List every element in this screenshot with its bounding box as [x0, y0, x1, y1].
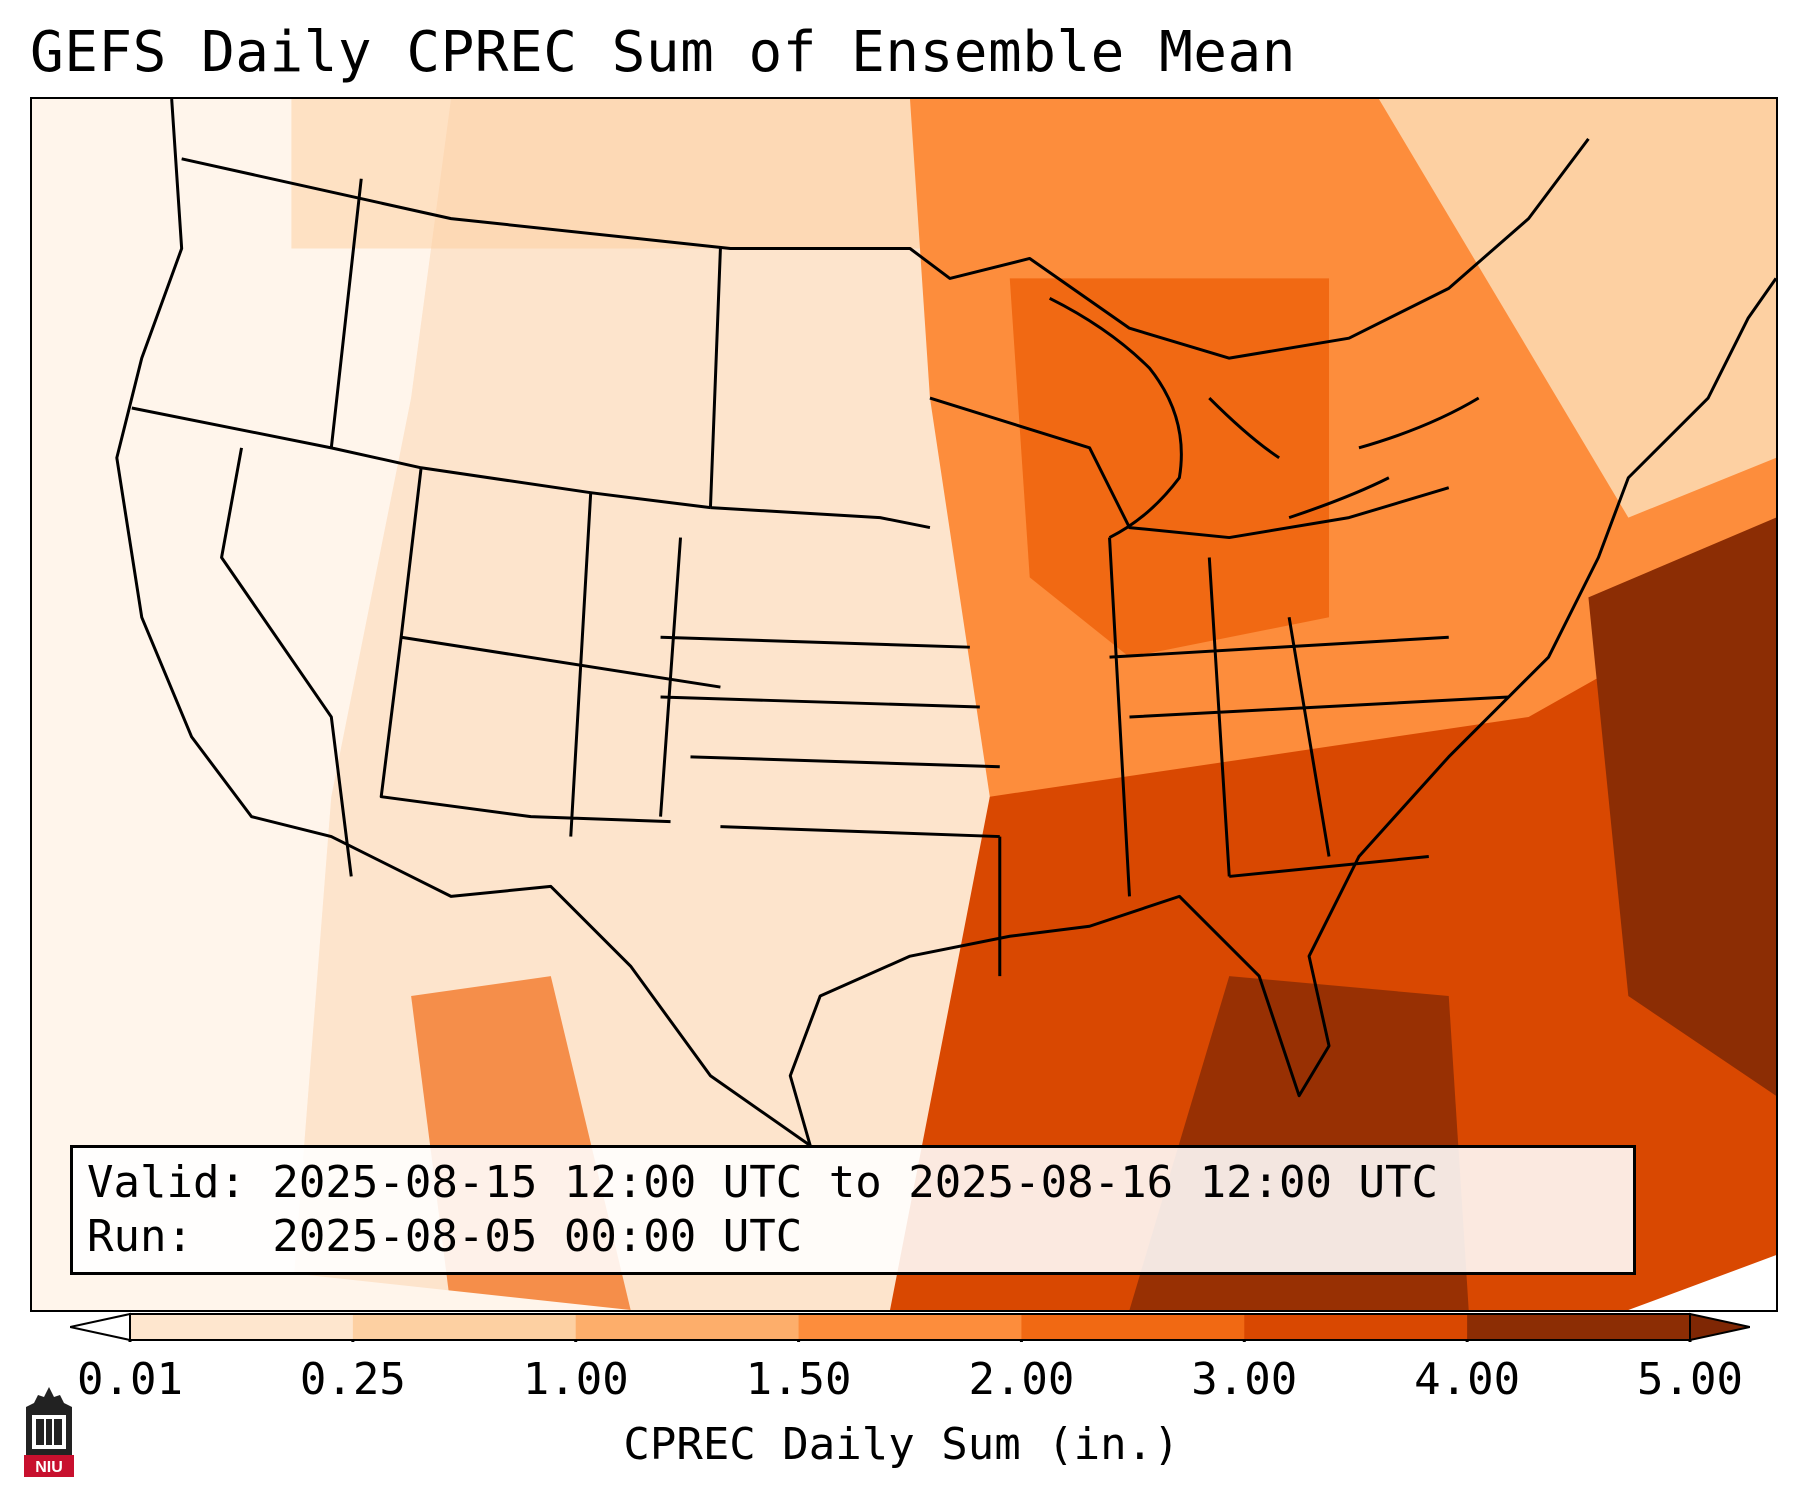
colorbar-segment: [130, 1314, 354, 1340]
colorbar-tick-label: 0.01: [77, 1354, 183, 1405]
valid-time-line: Valid: 2025-08-15 12:00 UTC to 2025-08-1…: [87, 1157, 1439, 1208]
colorbar-under-triangle: [70, 1312, 131, 1342]
great-lakes: [1048, 297, 1480, 539]
colorbar-tick-label: 5.00: [1637, 1354, 1743, 1405]
niu-logo: NIU: [24, 1387, 74, 1477]
logo-banner: [24, 1455, 74, 1477]
colorbar-segment: [798, 1314, 1022, 1340]
run-time-line: Run: 2025-08-05 00:00 UTC: [87, 1211, 803, 1262]
colorbar-tick-label: 0.25: [299, 1354, 406, 1405]
precip-region-northeast: [1378, 99, 1776, 518]
canada-border: [181, 137, 1590, 360]
colorbar-tick-label: 1.00: [522, 1354, 629, 1405]
logo-text: NIU: [35, 1459, 63, 1476]
precip-region-north: [291, 99, 1030, 249]
valid-time-box: Valid: 2025-08-15 12:00 UTC to 2025-08-1…: [70, 1145, 1636, 1275]
colorbar-over-triangle: [1689, 1312, 1750, 1342]
colorbar-segment: [352, 1314, 577, 1340]
country-outline: [115, 99, 1776, 1148]
colorbar-outline: [129, 1313, 1691, 1341]
precipitation-map: [32, 99, 1776, 1310]
colorbar-segment: [1467, 1314, 1691, 1340]
colorbar: [70, 1312, 1750, 1342]
colorbar-tick-label: 1.50: [745, 1354, 852, 1405]
colorbar-label: CPREC Daily Sum (in.): [623, 1419, 1180, 1470]
precip-region-west: [32, 99, 452, 1310]
precip-region-southeast: [890, 577, 1776, 1310]
precip-shading: [32, 99, 1776, 1310]
precip-region-atlantic: [1588, 517, 1776, 1096]
map-title: GEFS Daily CPREC Sum of Ensemble Mean: [30, 20, 1296, 85]
central-states: [659, 248, 1002, 977]
state-boundaries: [115, 99, 1776, 1148]
colorbar-tick-label: 3.00: [1191, 1354, 1298, 1405]
eastern-states: [929, 396, 1509, 897]
precip-region-greatlakes: [1009, 278, 1330, 658]
colorbar-segment: [575, 1314, 800, 1340]
colorbar-segment: [1021, 1314, 1245, 1340]
map-panel: Valid: 2025-08-15 12:00 UTC to 2025-08-1…: [30, 97, 1778, 1312]
west-states: [131, 178, 721, 877]
colorbar-segment: [1244, 1314, 1468, 1340]
colorbar-tick-label: 2.00: [968, 1354, 1075, 1405]
colorbar-tick-label: 4.00: [1414, 1354, 1521, 1405]
